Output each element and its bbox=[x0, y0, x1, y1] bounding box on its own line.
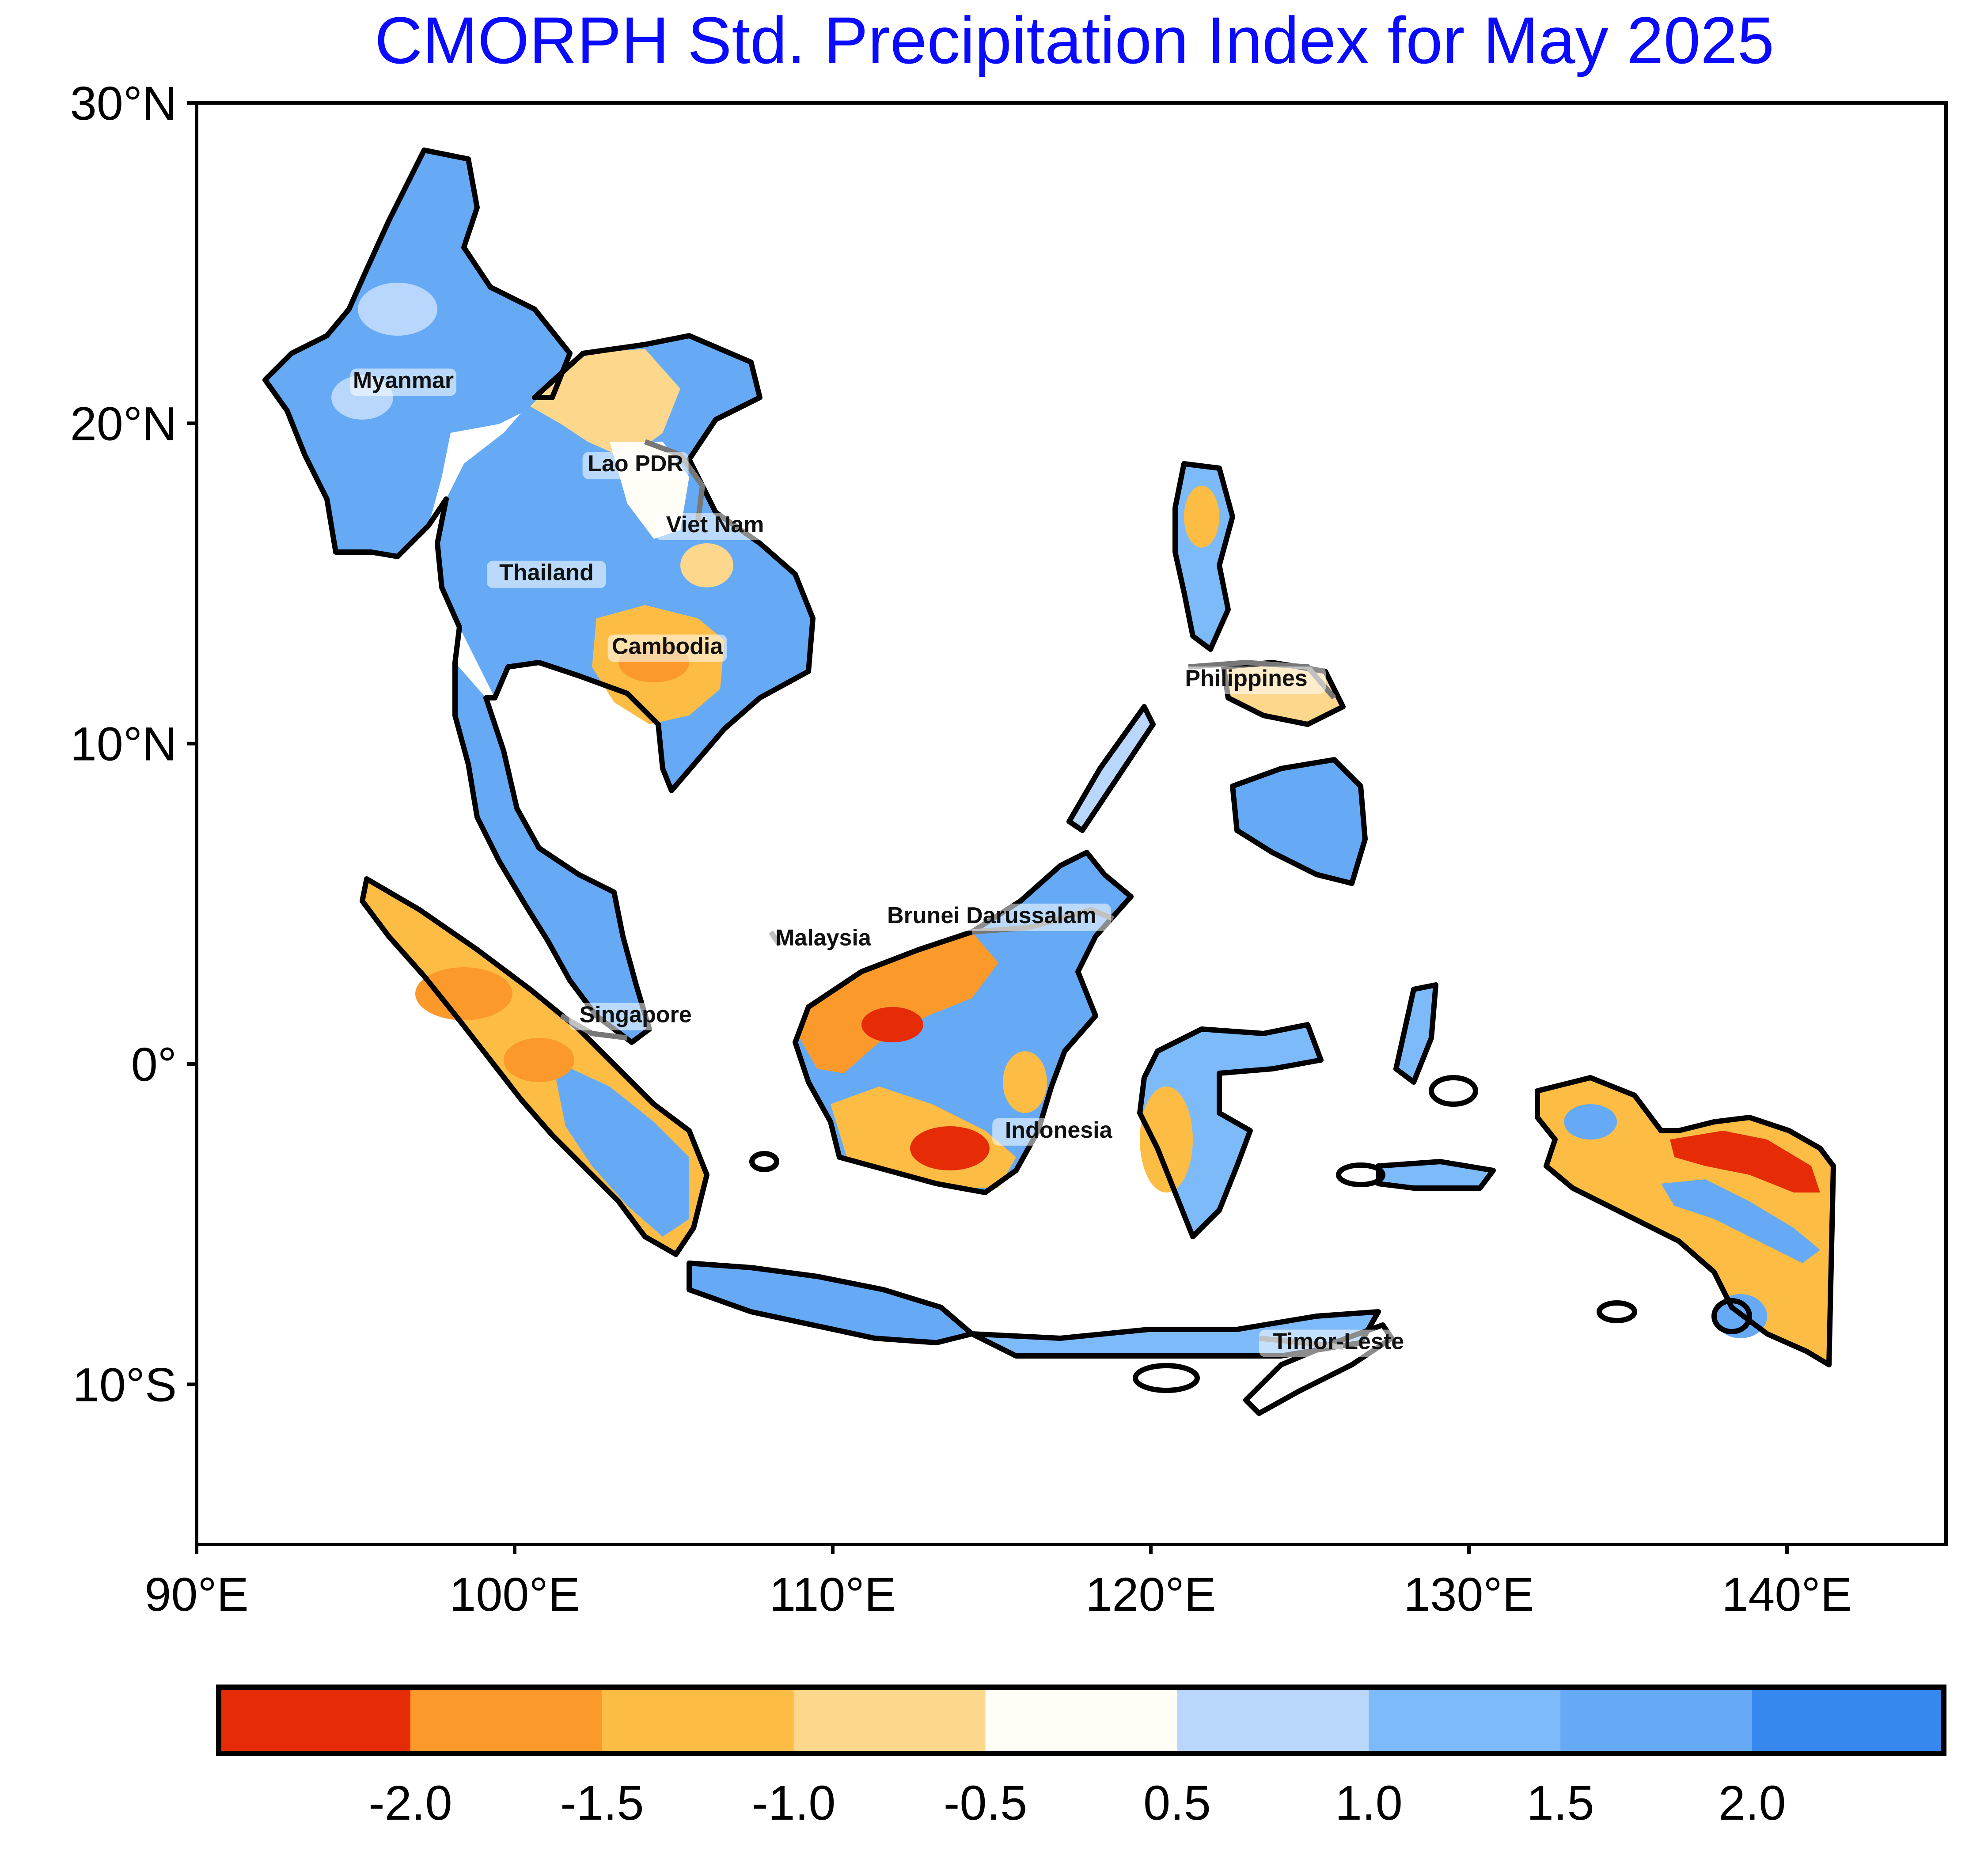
colorbar-tick-label: -1.5 bbox=[560, 1776, 644, 1830]
lon-tick-label: 140°E bbox=[1722, 1567, 1852, 1621]
plot-frame bbox=[195, 101, 1948, 1546]
country-label-bg bbox=[655, 512, 775, 540]
colorbar-bin bbox=[410, 1687, 603, 1753]
spi-patch-sumatra-wet bbox=[552, 1060, 689, 1237]
coast-halmahera bbox=[1393, 982, 1438, 1085]
country-label-bg bbox=[487, 560, 606, 588]
coast-islet bbox=[1133, 1363, 1200, 1393]
colorbar-bin bbox=[985, 1687, 1178, 1753]
colorbar-bin bbox=[1369, 1687, 1561, 1753]
coast-luzon bbox=[1172, 461, 1235, 652]
lon-tick-label: 130°E bbox=[1404, 1567, 1534, 1621]
coast-myanmar-indochina bbox=[262, 148, 816, 1045]
country-label: Timor-Leste bbox=[1273, 1329, 1404, 1355]
country-label-bg bbox=[582, 452, 689, 480]
spi-patch bbox=[415, 967, 512, 1020]
colorbar-tick-label: -1.0 bbox=[752, 1776, 836, 1830]
coast-islet bbox=[1429, 1075, 1478, 1107]
colorbar-bin bbox=[219, 1687, 411, 1753]
spi-patch-borneo-west bbox=[800, 932, 998, 1073]
lon-tick-label: 120°E bbox=[1085, 1567, 1216, 1621]
coast-islet bbox=[749, 1151, 779, 1172]
coast-new-guinea bbox=[1535, 1075, 1836, 1367]
country-label: Philippines bbox=[1185, 666, 1307, 691]
colorbar-tick-label: -0.5 bbox=[944, 1776, 1028, 1830]
land-halmahera bbox=[1396, 985, 1436, 1082]
spi-patch bbox=[1564, 1104, 1617, 1140]
spi-patch-ng-red bbox=[1670, 1131, 1820, 1192]
colorbar-tick-label: 1.5 bbox=[1527, 1776, 1594, 1830]
country-label: Lao PDR bbox=[588, 451, 683, 477]
country-label-bg bbox=[1259, 1329, 1418, 1357]
country-label: Brunei Darussalam bbox=[887, 903, 1096, 928]
coast-islet bbox=[1597, 1300, 1637, 1323]
coast-palawan bbox=[1066, 704, 1156, 833]
spi-patch-ng-blue bbox=[1661, 1179, 1820, 1263]
country-labels: Myanmar Lao PDR Viet Nam Thailand Cambodia Ph… bbox=[350, 368, 1418, 1357]
colorbar-bin bbox=[1177, 1687, 1370, 1753]
spi-patch bbox=[1184, 486, 1219, 548]
map-title: CMORPH Std. Precipitation Index for May … bbox=[375, 3, 1774, 77]
coast-sulawesi bbox=[1137, 1022, 1324, 1239]
country-label: Myanmar bbox=[353, 368, 454, 394]
land-palawan bbox=[1069, 707, 1153, 830]
spi-patch bbox=[680, 543, 733, 587]
country-label-bg bbox=[350, 368, 456, 396]
coast-mindanao bbox=[1230, 757, 1368, 886]
country-label: Thailand bbox=[499, 560, 594, 586]
colorbar-tick-label: 1.0 bbox=[1335, 1776, 1403, 1830]
land-java bbox=[689, 1263, 972, 1343]
spi-patch bbox=[861, 1007, 923, 1042]
colorbar-tick-label: -2.0 bbox=[368, 1776, 452, 1830]
border-laos-vietnam bbox=[644, 439, 706, 522]
coast-java bbox=[687, 1261, 975, 1345]
colorbar-tick-label: 2.0 bbox=[1719, 1776, 1786, 1830]
lat-tick-label: 10°N bbox=[70, 717, 177, 771]
country-label-bg bbox=[992, 1118, 1125, 1146]
colorbar-tick-label: 0.5 bbox=[1143, 1776, 1211, 1830]
lon-tick-label: 100°E bbox=[449, 1567, 580, 1621]
land-mindanao bbox=[1233, 760, 1365, 883]
country-label-bg bbox=[873, 903, 1111, 931]
lat-tick-label: 20°N bbox=[70, 397, 177, 450]
land-sulawesi bbox=[1140, 1025, 1321, 1237]
lat-tick-label: 30°N bbox=[70, 76, 177, 130]
colorbar-bin bbox=[793, 1687, 986, 1753]
lon-tick-label: 110°E bbox=[769, 1567, 896, 1621]
spi-patch bbox=[358, 283, 437, 336]
spi-patch-laos bbox=[530, 349, 680, 459]
country-label: Cambodia bbox=[612, 634, 723, 659]
country-label-bg bbox=[607, 634, 727, 662]
colorbar-bin bbox=[1752, 1687, 1944, 1753]
country-label: Malaysia bbox=[775, 925, 872, 951]
lat-tick-label: 10°S bbox=[73, 1358, 177, 1411]
axes: 30°N 20°N 10°N 0° 10°S 90°E 100°E 110°E 120°E 130… bbox=[70, 76, 1852, 1621]
spi-patch bbox=[1003, 1051, 1047, 1113]
country-label: Viet Nam bbox=[666, 512, 764, 538]
coast-islet bbox=[1336, 1162, 1385, 1187]
coast-islet bbox=[1711, 1298, 1752, 1334]
land-myanmar bbox=[265, 150, 570, 556]
country-label-bg bbox=[569, 1003, 702, 1030]
lat-tick-label: 0° bbox=[131, 1037, 177, 1091]
colorbar-frame bbox=[216, 1685, 1946, 1756]
country-label-bg bbox=[763, 926, 883, 954]
coast-sumatra bbox=[360, 876, 709, 1257]
country-label: Singapore bbox=[579, 1002, 691, 1028]
colorbar-bin bbox=[1560, 1687, 1753, 1753]
spi-patch bbox=[1140, 1086, 1193, 1192]
colorbar-bin bbox=[602, 1687, 794, 1753]
lon-tick-label: 90°E bbox=[144, 1567, 248, 1621]
spi-patch bbox=[504, 1038, 574, 1082]
spi-patch bbox=[910, 1126, 990, 1170]
country-label-bg bbox=[1167, 666, 1326, 694]
colorbar: -2.0 -1.5 -1.0 -0.5 0.5 1.0 1.5 2.0 bbox=[216, 1685, 1946, 1830]
country-label: Indonesia bbox=[1005, 1117, 1113, 1143]
